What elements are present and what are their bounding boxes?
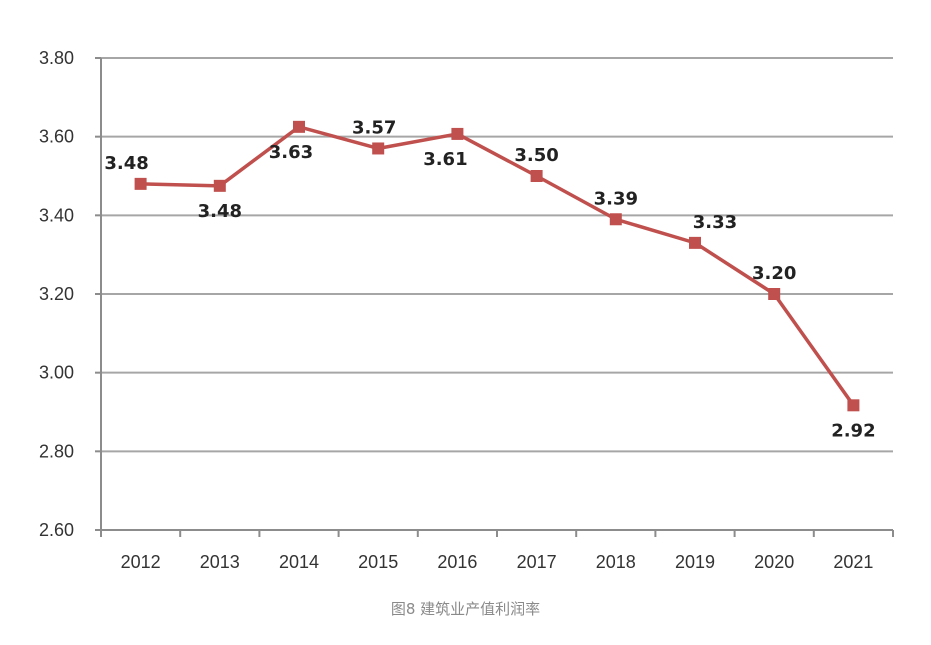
data-label: 3.39 (594, 188, 638, 209)
y-tick-label: 2.80 (39, 441, 74, 461)
y-tick-label: 3.80 (39, 48, 74, 68)
y-tick-label: 3.60 (39, 127, 74, 147)
data-point-marker (451, 127, 464, 140)
grid-lines (101, 57, 893, 453)
data-label: 3.33 (693, 212, 737, 233)
data-point-marker (689, 236, 701, 249)
x-tick-label: 2017 (517, 552, 557, 572)
data-point-marker (847, 399, 860, 412)
y-tick-label: 3.40 (39, 205, 74, 225)
figure-caption: 图8 建筑业产值利润率 (390, 600, 541, 618)
data-label: 3.48 (198, 201, 242, 222)
series-line-path (140, 125, 855, 407)
y-tick-label: 3.00 (39, 363, 74, 383)
data-label: 3.63 (269, 142, 313, 163)
x-tick-label: 2012 (121, 552, 161, 572)
data-point-marker (530, 170, 543, 182)
x-tick-labels: 2012 2013 2014 2015 2016 2017 2018 2019 2020 2021 (121, 552, 874, 572)
data-label: 3.48 (104, 153, 148, 174)
data-label: 3.57 (352, 117, 396, 138)
data-point-marker (768, 288, 781, 300)
x-tick-label: 2020 (754, 552, 794, 572)
axes (95, 57, 894, 537)
data-point-marker (293, 120, 305, 133)
x-tick-label: 2015 (358, 552, 398, 572)
data-label: 3.50 (514, 145, 558, 166)
data-label: 3.61 (423, 149, 467, 170)
x-tick-label: 2019 (675, 552, 715, 572)
data-labels: 3.48 3.48 3.63 3.57 3.61 3.50 3.39 3.33 3.20 2.92 (104, 117, 875, 441)
data-point-marker (609, 213, 622, 226)
y-tick-label: 2.60 (39, 520, 74, 540)
x-tick-label: 2021 (833, 552, 873, 572)
data-point-marker (134, 177, 147, 190)
y-tick-labels: 2.60 2.80 3.00 3.20 3.40 3.60 3.80 (39, 48, 74, 540)
data-point-marker (213, 179, 226, 192)
x-tick-label: 2018 (596, 552, 636, 572)
x-tick-label: 2013 (200, 552, 240, 572)
x-tick-label: 2016 (437, 552, 477, 572)
series-line (140, 125, 855, 407)
data-label: 3.20 (752, 263, 796, 284)
x-tick-label: 2014 (279, 552, 319, 572)
data-label: 2.92 (831, 420, 875, 441)
y-tick-label: 3.20 (39, 284, 74, 304)
data-point-marker (372, 142, 385, 155)
series-markers (134, 120, 860, 412)
